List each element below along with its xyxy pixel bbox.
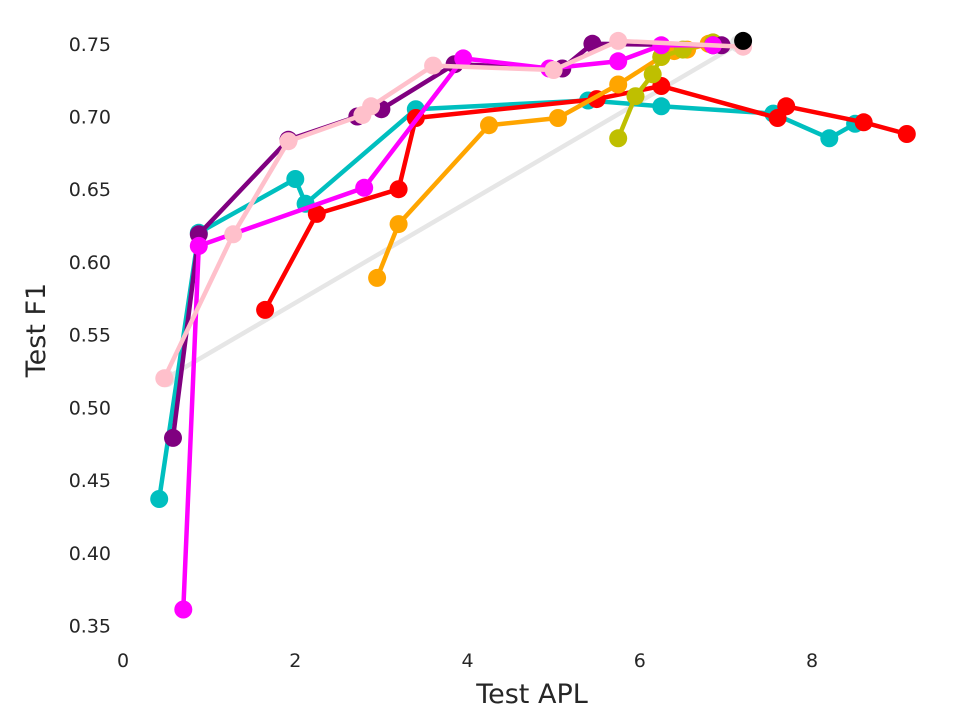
- data-point: [355, 178, 374, 197]
- x-tick-label: 2: [289, 650, 301, 672]
- data-point: [150, 490, 169, 508]
- data-point: [279, 132, 298, 151]
- data-point: [174, 600, 193, 619]
- x-axis-ticks: 0 2 4 6 8: [117, 650, 818, 672]
- data-point: [256, 300, 275, 319]
- data-point: [164, 428, 182, 447]
- data-point: [362, 97, 381, 116]
- series-group: [155, 31, 753, 388]
- data-point: [189, 236, 208, 255]
- y-tick-label: 0.75: [69, 34, 111, 56]
- y-tick-label: 0.70: [69, 107, 111, 129]
- y-tick-label: 0.40: [69, 543, 111, 565]
- data-point: [454, 49, 473, 68]
- data-point: [424, 56, 443, 75]
- data-point: [544, 61, 563, 79]
- y-tick-label: 0.60: [69, 252, 111, 274]
- data-point: [609, 52, 628, 71]
- data-point: [854, 113, 873, 132]
- data-point: [777, 97, 796, 116]
- series-group: [734, 31, 753, 50]
- y-tick-label: 0.65: [69, 179, 111, 201]
- data-point: [286, 170, 305, 188]
- series-layer: [150, 31, 916, 619]
- data-point: [609, 75, 628, 94]
- data-point: [549, 109, 567, 127]
- data-point: [155, 369, 174, 388]
- data-point: [389, 180, 408, 199]
- series-line: [181, 43, 716, 612]
- y-tick-label: 0.50: [69, 397, 111, 419]
- data-point: [609, 31, 628, 50]
- y-axis-title: Test F1: [21, 283, 52, 378]
- data-point: [897, 125, 916, 143]
- data-point: [626, 87, 645, 106]
- y-tick-label: 0.45: [69, 470, 111, 492]
- series-group: [150, 91, 865, 508]
- data-point: [224, 225, 243, 244]
- y-axis-ticks: 0.35 0.40 0.45 0.50 0.55 0.60 0.65 0.70 0.75: [69, 34, 111, 638]
- data-point: [652, 97, 671, 116]
- x-tick-label: 0: [117, 650, 129, 672]
- data-point: [307, 204, 326, 223]
- data-point: [389, 215, 408, 234]
- x-tick-label: 8: [806, 650, 818, 672]
- data-point: [368, 268, 387, 287]
- y-tick-label: 0.55: [69, 325, 111, 347]
- data-point: [734, 31, 753, 50]
- x-axis-title: Test APL: [475, 679, 588, 710]
- y-tick-label: 0.35: [69, 615, 111, 637]
- data-point: [609, 129, 628, 148]
- data-point: [480, 116, 498, 135]
- data-point: [820, 129, 839, 148]
- series-line: [163, 41, 742, 381]
- x-tick-label: 4: [461, 650, 473, 672]
- series-line: [156, 98, 858, 502]
- data-point: [643, 65, 662, 84]
- x-tick-label: 6: [634, 650, 646, 672]
